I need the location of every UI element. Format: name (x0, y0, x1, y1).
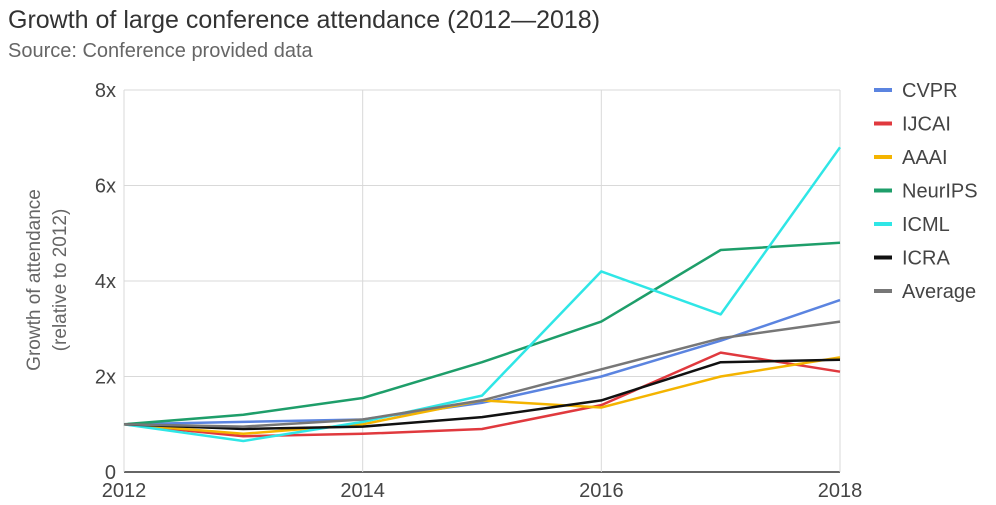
legend-label-aaai: AAAI (902, 147, 948, 169)
y-axis-label-line-1: Growth of attendance (24, 189, 45, 371)
legend-label-icra: ICRA (902, 248, 950, 270)
x-tick-label: 2016 (579, 480, 624, 502)
y-tick-label: 8x (95, 80, 116, 102)
legend-label-cvpr: CVPR (902, 80, 958, 102)
series-line-ijcai (123, 351, 841, 438)
chart-subtitle: Source: Conference provided data (8, 40, 313, 62)
legend: CVPR IJCAI AAAI NeurIPS ICML ICRA Average (874, 80, 978, 303)
y-axis-label-line-2: (relative to 2012) (50, 209, 71, 352)
series-lines (123, 146, 842, 443)
y-tick-label: 0 (105, 462, 116, 484)
chart-title: Growth of large conference attendance (2… (8, 6, 601, 34)
legend-label-neurips: NeurIPS (902, 181, 978, 203)
y-tick-label: 2x (95, 367, 116, 389)
series-line-icra (123, 358, 841, 431)
legend-label-average: Average (902, 281, 976, 303)
y-tick-label: 6x (95, 176, 116, 198)
series-line-cvpr (123, 298, 841, 426)
legend-label-icml: ICML (902, 214, 950, 236)
x-tick-label: 2012 (102, 480, 147, 502)
series-line-icml (123, 146, 842, 443)
axes: 0 2x 4x 6x 8x 2012 2014 2016 2018 (95, 80, 862, 502)
x-tick-label: 2014 (340, 480, 385, 502)
y-tick-label: 4x (95, 271, 116, 293)
series-line-average (123, 320, 841, 428)
x-tick-label: 2018 (818, 480, 863, 502)
legend-label-ijcai: IJCAI (902, 114, 951, 136)
series-line-neurips (123, 241, 841, 426)
